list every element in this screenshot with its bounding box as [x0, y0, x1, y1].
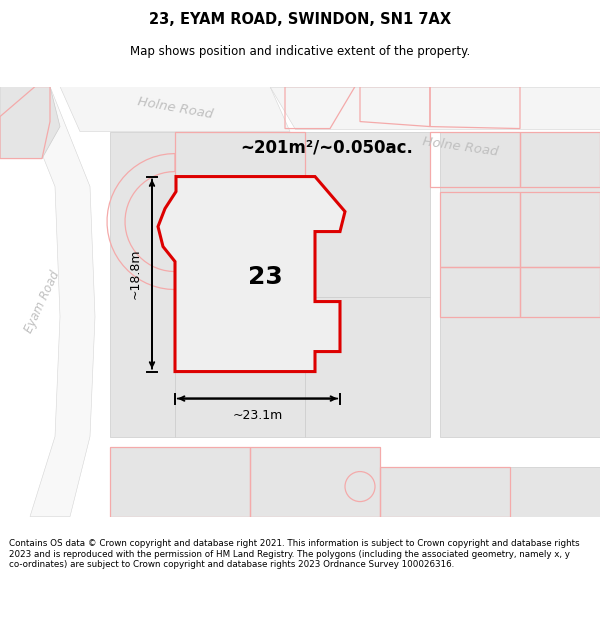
Polygon shape — [110, 131, 175, 436]
Polygon shape — [110, 446, 250, 516]
Text: Holne Road: Holne Road — [136, 96, 214, 122]
Text: ~201m²/~0.050ac.: ~201m²/~0.050ac. — [240, 139, 413, 156]
Polygon shape — [440, 266, 600, 436]
Polygon shape — [250, 446, 380, 516]
Text: ~18.8m: ~18.8m — [129, 249, 142, 299]
Text: Holne Road: Holne Road — [421, 135, 499, 158]
Polygon shape — [175, 131, 305, 436]
Polygon shape — [270, 86, 600, 129]
Polygon shape — [0, 86, 600, 516]
Polygon shape — [0, 86, 60, 159]
Text: 23, EYAM ROAD, SWINDON, SN1 7AX: 23, EYAM ROAD, SWINDON, SN1 7AX — [149, 12, 451, 27]
Polygon shape — [380, 466, 510, 516]
Text: Contains OS data © Crown copyright and database right 2021. This information is : Contains OS data © Crown copyright and d… — [9, 539, 580, 569]
Polygon shape — [510, 466, 600, 516]
Text: ~23.1m: ~23.1m — [232, 409, 283, 421]
Polygon shape — [305, 131, 430, 296]
Text: Eyam Road: Eyam Road — [22, 269, 62, 334]
Polygon shape — [0, 86, 95, 516]
Polygon shape — [60, 86, 290, 131]
Polygon shape — [158, 176, 345, 371]
Polygon shape — [440, 131, 600, 266]
Text: Map shows position and indicative extent of the property.: Map shows position and indicative extent… — [130, 45, 470, 58]
Text: 23: 23 — [248, 264, 283, 289]
Polygon shape — [305, 296, 430, 436]
